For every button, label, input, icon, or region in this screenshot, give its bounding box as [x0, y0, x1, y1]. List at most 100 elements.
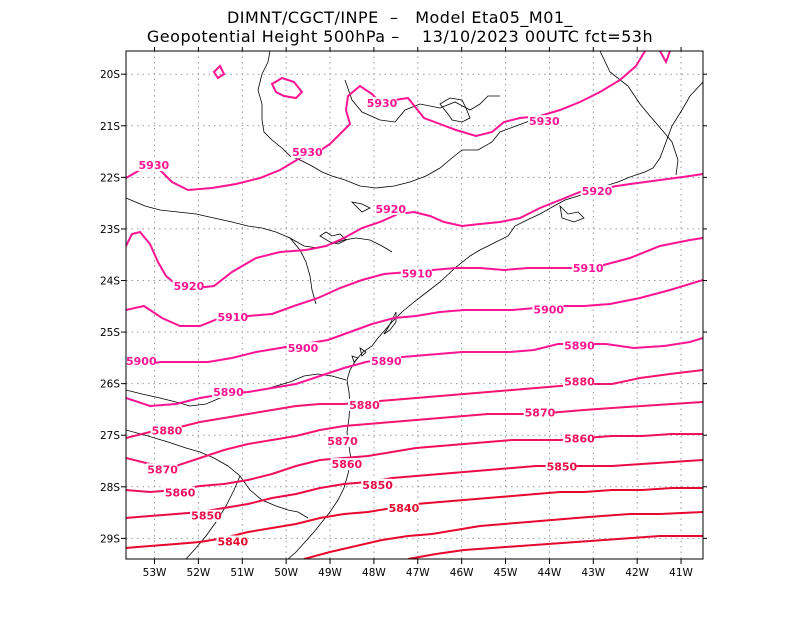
x-tick-label: 49W — [318, 567, 342, 579]
contour-label-bg — [563, 375, 595, 388]
x-tick-label: 42W — [625, 567, 649, 579]
y-axis-ticks: 20S 21S 22S 23S 24S 25S 26S 27S 28S 29S — [100, 69, 707, 545]
contour-label: 5900 — [126, 355, 157, 368]
y-tick-label: 27S — [100, 430, 120, 442]
island — [351, 347, 367, 363]
contour-label-bg — [146, 463, 178, 476]
contour-label: 5930 — [139, 159, 170, 172]
contour-label: 5880 — [564, 376, 595, 389]
contour-label: 5900 — [533, 303, 564, 316]
contour-label: 5860 — [332, 458, 363, 471]
contour-label: 5890 — [213, 386, 244, 399]
contour-5820 — [407, 535, 703, 559]
contour-label-bg — [563, 339, 595, 352]
y-tick-label: 25S — [100, 327, 120, 339]
x-tick-label: 50W — [274, 567, 298, 579]
contour-label-bg — [190, 509, 222, 522]
contour-label: 5860 — [564, 432, 595, 445]
x-tick-label: 51W — [230, 567, 254, 579]
contour-label-bg — [374, 202, 406, 215]
contour-label-bg — [330, 458, 362, 471]
contour-label-bg — [532, 303, 564, 316]
contour-label: 5910 — [218, 311, 249, 324]
contour-label-bg — [172, 280, 204, 293]
contour-label-bg — [523, 406, 555, 419]
contour-labels: 5930 5930 5930 5930 5920 5920 5920 5910 5910 5910… — [125, 97, 613, 549]
contour-label: 5910 — [573, 262, 604, 275]
contour-label-bg — [150, 424, 182, 437]
plot-frame — [125, 50, 704, 560]
contour-label: 5890 — [371, 355, 402, 368]
y-tick-label: 24S — [100, 276, 120, 288]
x-tick-label: 46W — [450, 567, 474, 579]
y-tick-label: 23S — [100, 224, 120, 236]
contour-label: 5870 — [327, 435, 358, 448]
contour-label: 5870 — [525, 407, 556, 420]
y-tick-label: 22S — [100, 172, 120, 184]
contour-label-bg — [365, 97, 397, 110]
contour-5930-small — [212, 64, 226, 80]
contour-5920 — [126, 173, 703, 290]
state-border — [344, 79, 500, 123]
contour-label: 5890 — [564, 340, 595, 353]
contour-label-bg — [563, 432, 595, 445]
contour-label-bg — [370, 355, 402, 368]
state-border — [599, 51, 679, 176]
x-tick-label: 47W — [406, 567, 430, 579]
contour-5870 — [126, 401, 703, 468]
x-tick-label: 45W — [494, 567, 518, 579]
contour-label: 5920 — [174, 280, 205, 293]
contour-label-bg — [125, 355, 156, 368]
reservoir — [439, 97, 471, 123]
x-tick-label: 52W — [187, 567, 211, 579]
chart-title-line2: Geopotential Height 500hPa – 13/10/2023 … — [146, 27, 654, 46]
contour-label: 5930 — [529, 115, 560, 128]
contour-label: 5860 — [165, 487, 196, 500]
x-tick-label: 43W — [581, 567, 605, 579]
plot-area — [126, 51, 703, 559]
coastline — [287, 81, 703, 559]
contour-label-bg — [216, 311, 248, 324]
coastline-and-borders — [126, 51, 703, 559]
contour-label-bg — [216, 535, 248, 548]
contour-label: 5910 — [402, 267, 433, 280]
x-axis-ticks: 53W 52W 51W 50W 49W 48W 47W 46W 45W 44W 43W 42W 41W — [143, 47, 694, 579]
chart-title-line1: DIMNT/CGCT/INPE – Model Eta05_M01_ — [226, 8, 574, 27]
y-tick-label: 28S — [100, 482, 120, 494]
y-tick-label: 29S — [100, 533, 120, 545]
contour-5900 — [126, 279, 703, 368]
x-tick-label: 48W — [362, 567, 386, 579]
contour-5830 — [303, 511, 703, 559]
contour-label-bg — [387, 502, 419, 515]
contour-label-bg — [400, 267, 432, 280]
contour-label-bg — [326, 434, 358, 447]
contour-label: 5840 — [389, 502, 420, 515]
contour-label: 5920 — [582, 185, 613, 198]
contour-label: 5930 — [367, 97, 398, 110]
state-border — [257, 51, 533, 189]
contour-label: 5900 — [288, 342, 319, 355]
x-tick-label: 53W — [143, 567, 167, 579]
contour-label-bg — [545, 460, 577, 473]
bay — [559, 204, 585, 223]
contour-label-bg — [361, 478, 393, 491]
contour-label-bg — [291, 146, 323, 159]
y-tick-label: 20S — [100, 69, 120, 81]
state-border — [126, 197, 317, 305]
state-border — [126, 429, 309, 519]
contour-label: 5850 — [547, 461, 578, 474]
contour-label-bg — [163, 486, 195, 499]
contour-label: 5840 — [218, 536, 249, 549]
country-border — [185, 475, 241, 559]
contour-label: 5880 — [349, 399, 380, 412]
y-tick-label: 21S — [100, 121, 120, 133]
contour-label-bg — [528, 115, 560, 128]
contour-5930-closed — [270, 76, 304, 100]
reservoir — [319, 231, 347, 245]
contour-5850 — [126, 459, 703, 519]
contour-label-bg — [286, 342, 318, 355]
state-border — [289, 237, 393, 253]
contour-label-bg — [348, 398, 380, 411]
contour-label: 5850 — [362, 479, 393, 492]
